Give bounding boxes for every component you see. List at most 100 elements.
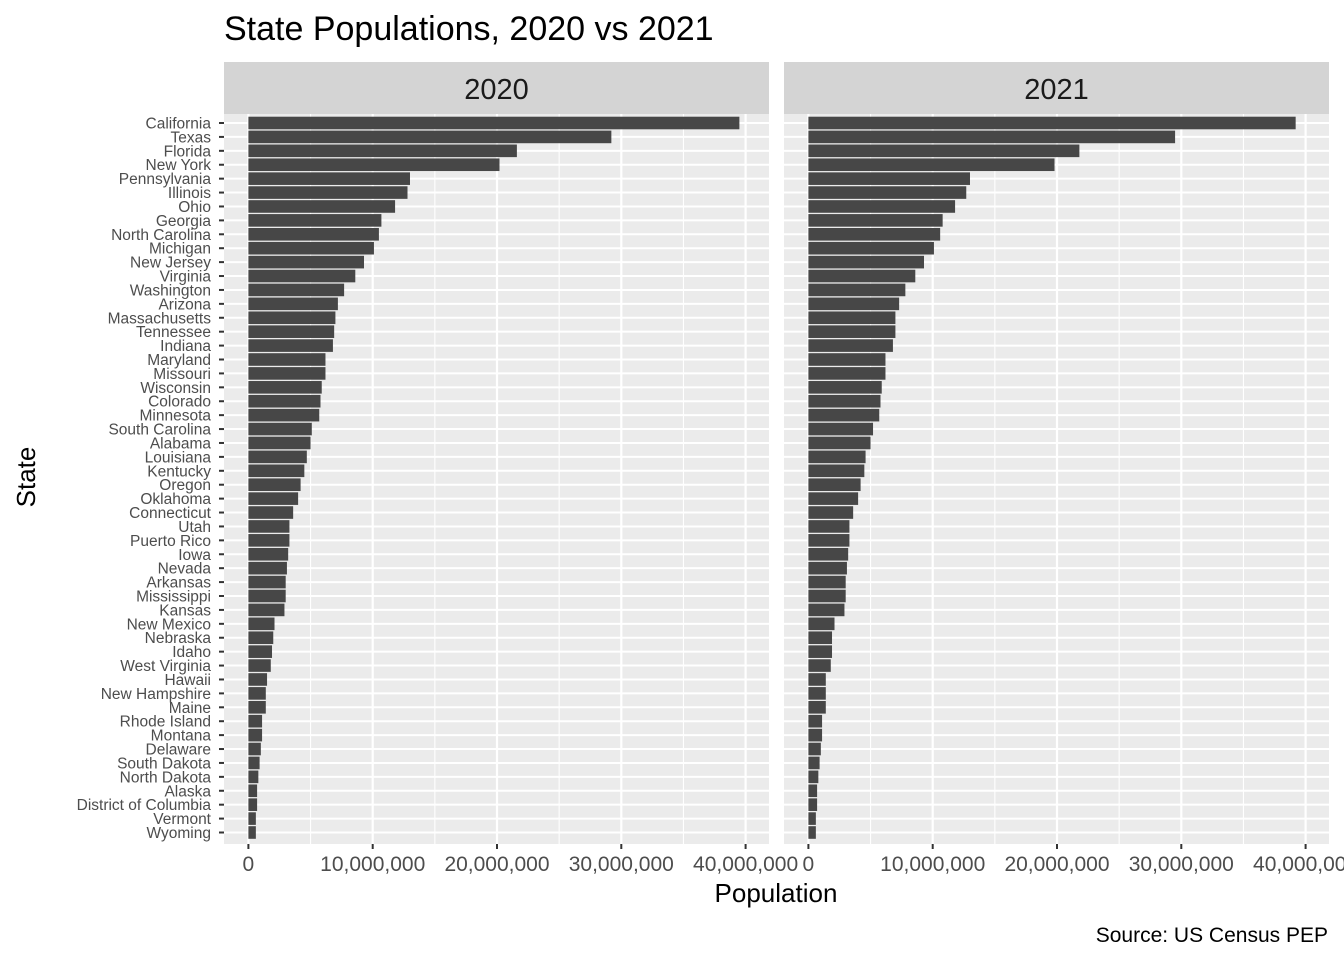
bar-2021-massachusetts [808,311,896,325]
bar-2020-ohio [248,200,396,213]
bar-2021-mississippi [808,589,846,603]
y-tick-label: Oregon [159,477,211,494]
bar-2020-arkansas [248,575,286,589]
x-tick-label: 40,000,000 [693,853,798,876]
bar-2021-ohio [808,200,956,213]
bar-2020-new-york [248,158,500,172]
bar-2020-iowa [248,547,289,561]
bar-2020-indiana [248,339,333,352]
bar-2020-florida [248,144,517,158]
y-tick-label: Virginia [160,269,212,286]
x-tick-label: 20,000,000 [444,853,549,876]
y-tick-label: Delaware [146,742,211,759]
bar-2021-utah [808,520,850,533]
y-tick-label: Maine [169,700,211,717]
y-tick-label: North Carolina [111,227,211,244]
y-tick-label: Alaska [164,783,211,800]
bar-2020-oklahoma [248,492,299,505]
bar-2021-nevada [808,561,847,575]
bar-2021-idaho [808,645,833,658]
bar-2021-new-mexico [808,617,835,631]
bar-2020-maine [248,700,266,714]
bar-2021-rhode-island [808,714,823,728]
bar-2021-south-carolina [808,422,874,436]
y-tick-label: Kansas [159,602,211,619]
bar-2020-washington [248,283,345,297]
bar-2020-california [248,116,740,130]
bar-2020-massachusetts [248,311,336,325]
bar-2021-tennessee [808,325,896,338]
bar-2020-minnesota [248,408,320,422]
bar-2021-connecticut [808,506,854,519]
y-tick-label: Ohio [178,199,211,216]
facet-strip-label: 2021 [1024,74,1089,106]
bar-2020-michigan [248,241,374,255]
bar-2020-mississippi [248,589,286,603]
x-tick-label: 20,000,000 [1004,853,1109,876]
bar-2021-new-york [808,158,1055,172]
y-tick-label: Oklahoma [140,491,211,508]
y-tick-label: Washington [130,282,211,299]
bar-2021-new-hampshire [808,687,826,700]
bar-2021-missouri [808,367,886,380]
x-tick-label: 10,000,000 [320,853,425,876]
x-axis-title: Population [715,878,838,908]
bar-2020-new-hampshire [248,687,266,700]
bar-2020-maryland [248,353,326,366]
bar-2020-pennsylvania [248,172,410,185]
facet-strip [784,62,1329,114]
bar-2020-delaware [248,742,261,756]
y-tick-label: Nebraska [145,630,212,647]
y-tick-label: California [146,116,212,133]
y-tick-label: Utah [178,519,211,536]
y-tick-label: South Carolina [108,422,211,439]
y-tick-label: Puerto Rico [130,533,211,550]
bar-2021-hawaii [808,673,826,686]
bar-2020-georgia [248,214,382,227]
bar-2020-vermont [248,812,256,825]
y-tick-label: Kentucky [147,463,211,480]
y-tick-label: Alabama [150,435,212,452]
bar-2020-virginia [248,269,356,283]
bar-2021-north-dakota [808,770,819,784]
y-tick-label: Florida [164,143,212,160]
y-tick-label: Massachusetts [108,310,212,327]
bar-2020-alabama [248,436,311,450]
bar-2021-oregon [808,478,861,492]
x-tick-label: 0 [243,853,255,876]
bar-2020-montana [248,728,263,742]
bar-2021-wyoming [808,826,816,839]
bar-2020-kansas [248,603,285,617]
y-tick-label: New York [146,157,212,174]
bar-2020-west-virginia [248,659,271,672]
chart-caption: Source: US Census PEP [1096,924,1328,947]
y-tick-label: Montana [151,728,212,745]
bar-2020-tennessee [248,325,335,338]
bar-2020-puerto-rico [248,534,290,547]
bar-2020-louisiana [248,450,307,464]
bar-2020-connecticut [248,506,294,519]
y-tick-label: Indiana [160,338,211,355]
bar-2021-maine [808,700,826,714]
y-tick-label: North Dakota [120,769,212,786]
bar-2021-nebraska [808,631,833,645]
bar-2021-iowa [808,547,849,561]
chart-title: State Populations, 2020 vs 2021 [224,10,714,48]
y-tick-label: Missouri [153,366,211,383]
y-tick-label: Tennessee [136,324,211,341]
bar-2021-alaska [808,784,818,798]
x-tick-label: 30,000,000 [1129,853,1234,876]
bar-2020-wisconsin [248,381,322,394]
bar-2020-rhode-island [248,714,263,728]
y-tick-label: Iowa [178,547,211,564]
bar-2021-arizona [808,297,900,311]
y-tick-label: Wyoming [147,825,211,842]
bar-2021-alabama [808,436,871,450]
y-tick-label: Louisiana [145,449,212,466]
bar-2020-nebraska [248,631,274,645]
bar-2020-new-mexico [248,617,275,631]
bar-2020-new-jersey [248,255,364,269]
bar-2021-california [808,116,1296,130]
